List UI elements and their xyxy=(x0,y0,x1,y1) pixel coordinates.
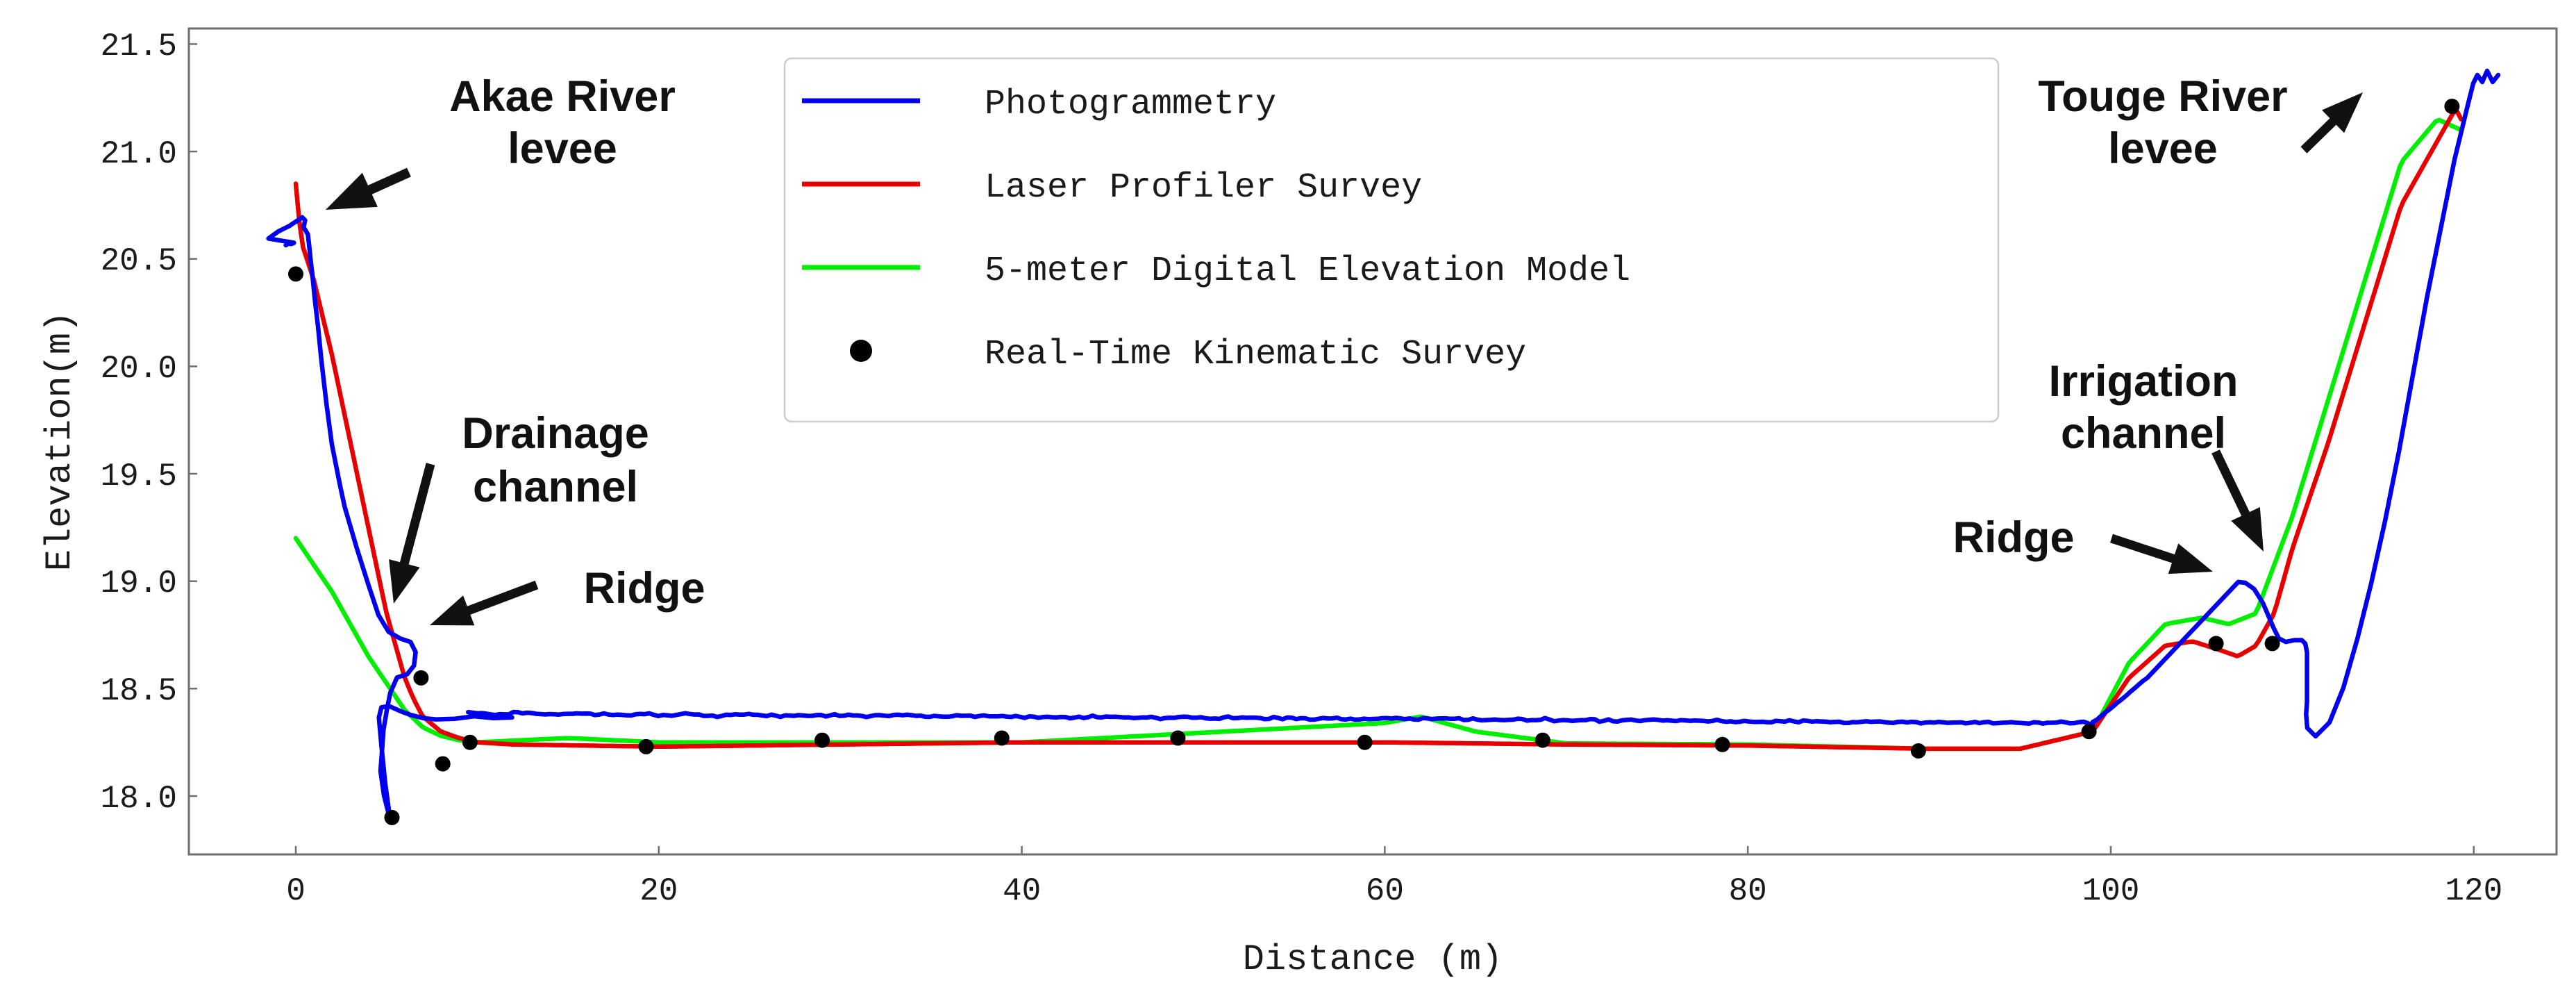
svg-text:120: 120 xyxy=(2445,873,2502,909)
svg-text:60: 60 xyxy=(1366,873,1404,909)
svg-text:channel: channel xyxy=(2061,409,2226,458)
svg-text:18.0: 18.0 xyxy=(101,781,177,817)
svg-text:levee: levee xyxy=(508,124,617,173)
svg-text:Distance (m): Distance (m) xyxy=(1243,939,1503,980)
svg-text:Irrigation: Irrigation xyxy=(2048,357,2238,406)
svg-text:80: 80 xyxy=(1729,873,1767,909)
svg-text:5-meter Digital Elevation Mode: 5-meter Digital Elevation Model xyxy=(985,251,1630,291)
svg-text:0: 0 xyxy=(286,873,306,909)
svg-text:19.0: 19.0 xyxy=(101,565,177,602)
svg-text:40: 40 xyxy=(1003,873,1041,909)
svg-text:Elevation(m): Elevation(m) xyxy=(40,311,81,571)
svg-text:21.5: 21.5 xyxy=(101,28,177,65)
svg-text:Laser Profiler Survey: Laser Profiler Survey xyxy=(985,168,1422,208)
svg-text:Ridge: Ridge xyxy=(583,564,705,613)
svg-text:20.0: 20.0 xyxy=(101,351,177,387)
svg-text:Akae River: Akae River xyxy=(449,72,676,121)
svg-text:21.0: 21.0 xyxy=(101,136,177,172)
svg-text:Ridge: Ridge xyxy=(1952,513,2074,562)
svg-text:20.5: 20.5 xyxy=(101,243,177,279)
svg-text:Touge River: Touge River xyxy=(2038,72,2287,121)
svg-text:20: 20 xyxy=(639,873,678,909)
svg-text:Drainage: Drainage xyxy=(462,409,649,458)
svg-text:100: 100 xyxy=(2082,873,2140,909)
svg-text:Photogrammetry: Photogrammetry xyxy=(985,85,1276,124)
svg-text:levee: levee xyxy=(2108,124,2218,173)
svg-text:19.5: 19.5 xyxy=(101,458,177,495)
svg-text:18.5: 18.5 xyxy=(101,673,177,709)
svg-text:Real-Time Kinematic Survey: Real-Time Kinematic Survey xyxy=(985,335,1526,374)
svg-text:channel: channel xyxy=(473,463,638,511)
